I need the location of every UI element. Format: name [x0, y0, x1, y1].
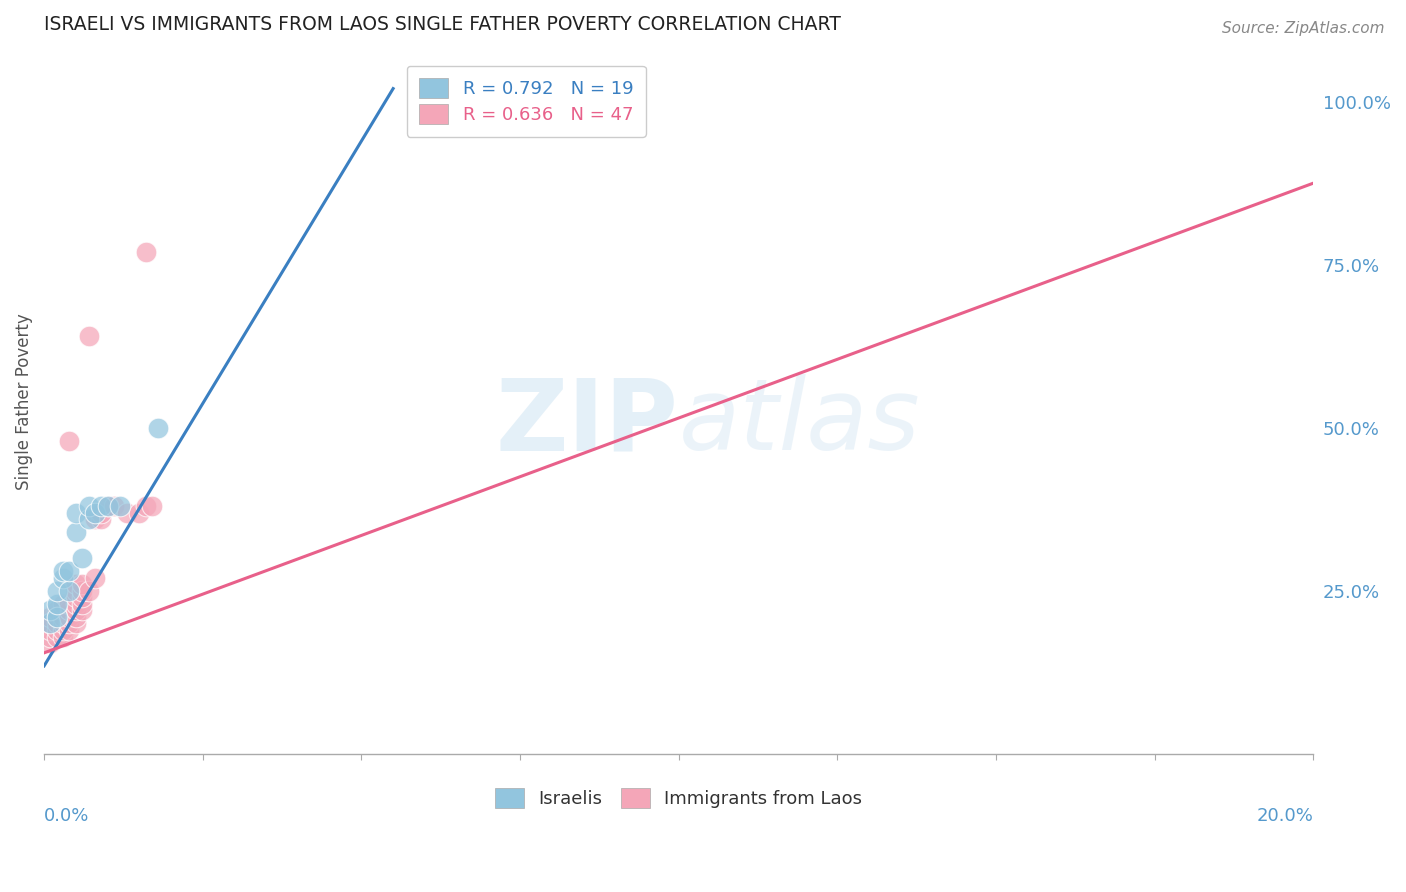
Point: [52, 610, 75, 624]
Point: [52, 571, 75, 585]
Point: [58, 623, 80, 637]
Point: [141, 499, 163, 513]
Point: [97, 499, 120, 513]
Text: ZIP: ZIP: [496, 375, 679, 471]
Point: [45, 610, 67, 624]
Point: [83, 506, 105, 520]
Point: [77, 512, 100, 526]
Point: [65, 577, 87, 591]
Point: [52, 623, 75, 637]
Point: [70, 551, 93, 566]
Point: [45, 623, 67, 637]
Point: [83, 571, 105, 585]
Point: [45, 616, 67, 631]
Point: [90, 499, 112, 513]
Point: [58, 603, 80, 617]
Point: [65, 603, 87, 617]
Y-axis label: Single Father Poverty: Single Father Poverty: [15, 313, 32, 490]
Text: atlas: atlas: [679, 375, 921, 471]
Point: [58, 597, 80, 611]
Point: [39, 636, 62, 650]
Point: [103, 499, 125, 513]
Point: [39, 603, 62, 617]
Point: [39, 616, 62, 631]
Point: [77, 583, 100, 598]
Point: [83, 512, 105, 526]
Point: [128, 506, 150, 520]
Text: 0.0%: 0.0%: [44, 806, 90, 825]
Point: [58, 564, 80, 578]
Text: 20.0%: 20.0%: [1257, 806, 1313, 825]
Text: Source: ZipAtlas.com: Source: ZipAtlas.com: [1222, 21, 1385, 36]
Point: [39, 610, 62, 624]
Point: [52, 616, 75, 631]
Point: [65, 506, 87, 520]
Point: [45, 603, 67, 617]
Legend: Israelis, Immigrants from Laos: Israelis, Immigrants from Laos: [488, 781, 869, 815]
Point: [135, 499, 157, 513]
Point: [70, 591, 93, 605]
Point: [70, 597, 93, 611]
Point: [39, 616, 62, 631]
Point: [58, 583, 80, 598]
Point: [52, 603, 75, 617]
Point: [65, 597, 87, 611]
Point: [70, 583, 93, 598]
Point: [45, 597, 67, 611]
Point: [90, 506, 112, 520]
Point: [70, 603, 93, 617]
Point: [39, 630, 62, 644]
Point: [52, 630, 75, 644]
Point: [45, 630, 67, 644]
Point: [65, 616, 87, 631]
Point: [52, 564, 75, 578]
Point: [77, 499, 100, 513]
Point: [115, 506, 138, 520]
Point: [70, 577, 93, 591]
Point: [65, 591, 87, 605]
Point: [97, 499, 120, 513]
Point: [65, 525, 87, 540]
Point: [58, 434, 80, 448]
Point: [52, 597, 75, 611]
Point: [135, 244, 157, 259]
Point: [65, 583, 87, 598]
Point: [65, 610, 87, 624]
Point: [58, 616, 80, 631]
Point: [45, 583, 67, 598]
Point: [110, 499, 132, 513]
Point: [58, 610, 80, 624]
Point: [148, 421, 170, 435]
Text: ISRAELI VS IMMIGRANTS FROM LAOS SINGLE FATHER POVERTY CORRELATION CHART: ISRAELI VS IMMIGRANTS FROM LAOS SINGLE F…: [44, 15, 841, 34]
Point: [45, 610, 67, 624]
Point: [90, 512, 112, 526]
Point: [39, 623, 62, 637]
Point: [77, 329, 100, 343]
